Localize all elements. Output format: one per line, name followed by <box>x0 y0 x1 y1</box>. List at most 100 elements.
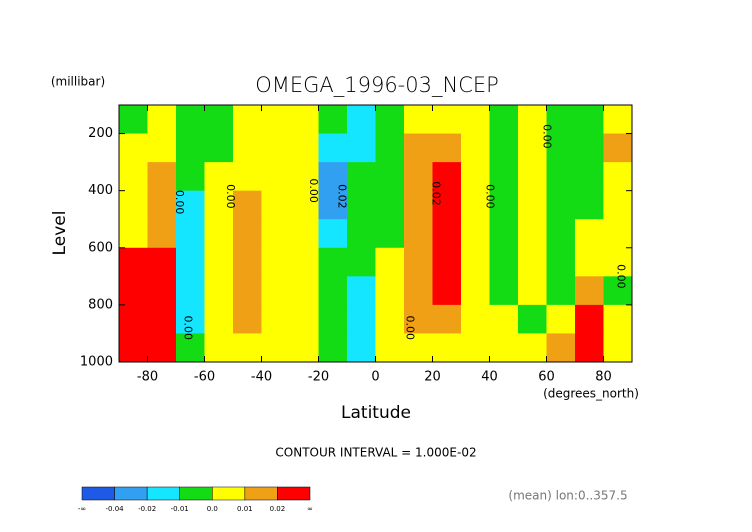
contour-cell <box>518 219 547 249</box>
contour-cell <box>489 276 519 306</box>
contour-cell <box>404 219 433 249</box>
contour-cell <box>147 190 177 220</box>
contour-cell <box>575 219 604 249</box>
contour-cell <box>147 133 177 163</box>
contour-cell <box>119 247 148 277</box>
contour-cell <box>603 333 633 363</box>
contour-cell <box>347 304 376 334</box>
colorbar-label: -0.04 <box>106 505 125 513</box>
contour-cell <box>489 333 519 363</box>
contour-cell <box>603 190 633 220</box>
contour-cell <box>575 276 604 306</box>
contour-cell <box>461 162 490 192</box>
contour-cell <box>575 304 604 334</box>
contour-cell <box>233 247 262 277</box>
contour-cell <box>147 105 177 135</box>
colorbar-label: 0.0 <box>207 505 218 513</box>
colorbar-swatch <box>81 486 115 501</box>
contour-cell <box>176 304 205 334</box>
contour-cell <box>404 133 433 163</box>
contour-cell <box>375 162 405 192</box>
contour-cell <box>347 133 376 163</box>
contour-cell <box>432 162 462 192</box>
contour-cell <box>119 333 148 363</box>
contour-cell <box>204 333 234 363</box>
contour-cell <box>461 190 490 220</box>
contour-label: 0.00 <box>181 315 194 340</box>
y-label: Level <box>50 211 70 256</box>
contour-cell <box>546 190 576 220</box>
colorbar-swatch <box>244 486 278 501</box>
contour-cell <box>119 105 148 135</box>
contour-cell <box>404 247 433 277</box>
contour-cell <box>318 219 348 249</box>
x-tick-label: -40 <box>251 370 272 385</box>
contour-cell <box>261 219 291 249</box>
contour-cell <box>404 304 433 334</box>
contour-cell <box>176 247 205 277</box>
contour-cell <box>261 276 291 306</box>
contour-cell <box>575 333 604 363</box>
contour-cell <box>261 133 291 163</box>
contour-label: 0.00 <box>224 184 237 209</box>
colorbar-label: -0.02 <box>138 505 156 513</box>
contour-cell <box>261 247 291 277</box>
contour-cell <box>147 276 177 306</box>
y-unit: (millibar) <box>51 75 105 89</box>
contour-cell <box>318 304 348 334</box>
contour-cell <box>347 247 376 277</box>
contour-cell <box>461 105 490 135</box>
contour-cell <box>119 219 148 249</box>
contour-cell <box>546 133 576 163</box>
contour-cell <box>489 105 519 135</box>
contour-cell <box>518 276 547 306</box>
x-label: Latitude <box>341 403 411 423</box>
x-unit: (degrees_north) <box>543 387 639 401</box>
contour-cell <box>546 304 576 334</box>
contour-cell <box>603 162 633 192</box>
contour-cell <box>290 276 319 306</box>
contour-label: 0.00 <box>173 190 186 215</box>
contour-cell <box>575 133 604 163</box>
colorbar-label: -0.01 <box>171 505 189 513</box>
contour-cell <box>147 219 177 249</box>
contour-cell <box>261 105 291 135</box>
contour-cell <box>318 247 348 277</box>
contour-label: 0.00 <box>307 178 320 203</box>
contour-cell <box>432 304 462 334</box>
contour-cell <box>119 133 148 163</box>
contour-cell <box>375 247 405 277</box>
contour-cell <box>261 190 291 220</box>
y-tick-label: 200 <box>88 126 113 141</box>
contour-cell <box>290 162 319 192</box>
contour-cell <box>347 333 376 363</box>
colorbar-label: -∞ <box>78 505 86 513</box>
contour-cell <box>233 219 262 249</box>
contour-cell <box>489 247 519 277</box>
contour-cell <box>603 304 633 334</box>
contour-cell <box>375 276 405 306</box>
y-tick-label: 400 <box>88 183 113 198</box>
contour-cell <box>603 276 633 306</box>
contour-cell <box>404 276 433 306</box>
contour-cell <box>375 333 405 363</box>
contour-cell <box>233 190 262 220</box>
contour-cell <box>575 247 604 277</box>
contour-cell <box>290 133 319 163</box>
contour-cell <box>546 162 576 192</box>
contour-cell <box>603 219 633 249</box>
contour-cell <box>176 333 205 363</box>
x-tick-label: 60 <box>538 370 555 385</box>
contour-cell <box>518 247 547 277</box>
contour-cell <box>147 304 177 334</box>
contour-cell <box>432 219 462 249</box>
contour-cell <box>347 219 376 249</box>
contour-cell <box>261 162 291 192</box>
x-tick-label: 20 <box>424 370 441 385</box>
contour-cell <box>518 133 547 163</box>
contour-cell <box>404 162 433 192</box>
contour-cell <box>290 304 319 334</box>
contour-cell <box>290 105 319 135</box>
contour-cell <box>461 333 490 363</box>
